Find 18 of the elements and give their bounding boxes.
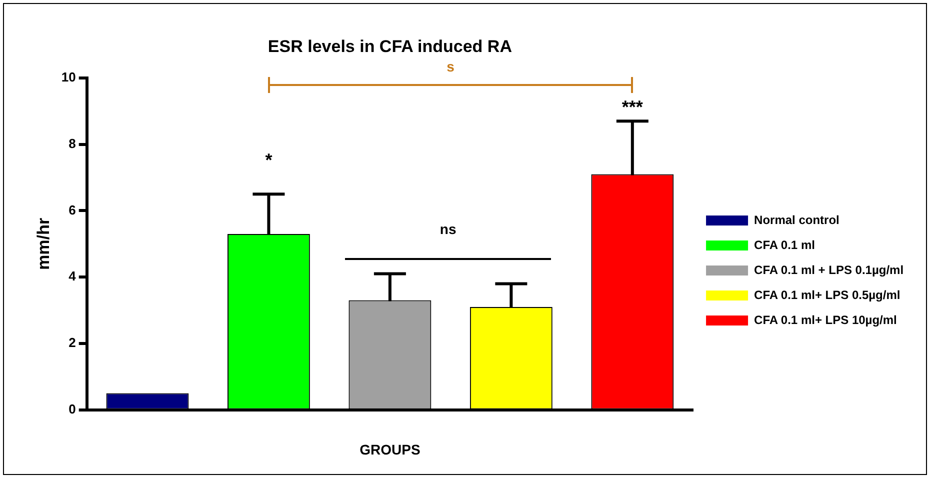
y-tick-label: 4 xyxy=(68,268,77,284)
y-tick-label: 10 xyxy=(61,70,76,85)
legend-label: CFA 0.1 ml xyxy=(754,238,815,252)
annotation: * xyxy=(265,150,272,170)
x-axis-title: GROUPS xyxy=(360,441,420,458)
y-tick-label: 2 xyxy=(68,335,76,350)
annotation: *** xyxy=(622,97,643,118)
legend-label: Normal control xyxy=(754,212,840,227)
y-tick-label: 8 xyxy=(68,136,76,151)
y-tick-label: 6 xyxy=(68,202,76,218)
text: s xyxy=(446,58,455,75)
legend-label: CFA 0.1 ml+ LPS 0.5µg/ml xyxy=(754,288,900,302)
y-axis-title: mm/hr xyxy=(34,218,53,270)
y-tick-label: 0 xyxy=(68,401,76,416)
legend-label: CFA 0.1 ml + LPS 0.1µg/ml xyxy=(754,262,904,277)
chart-title: ESR levels in CFA induced RA xyxy=(268,37,512,56)
annotation: ns xyxy=(440,221,456,238)
legend-label: CFA 0.1 ml+ LPS 10µg/ml xyxy=(754,312,897,327)
